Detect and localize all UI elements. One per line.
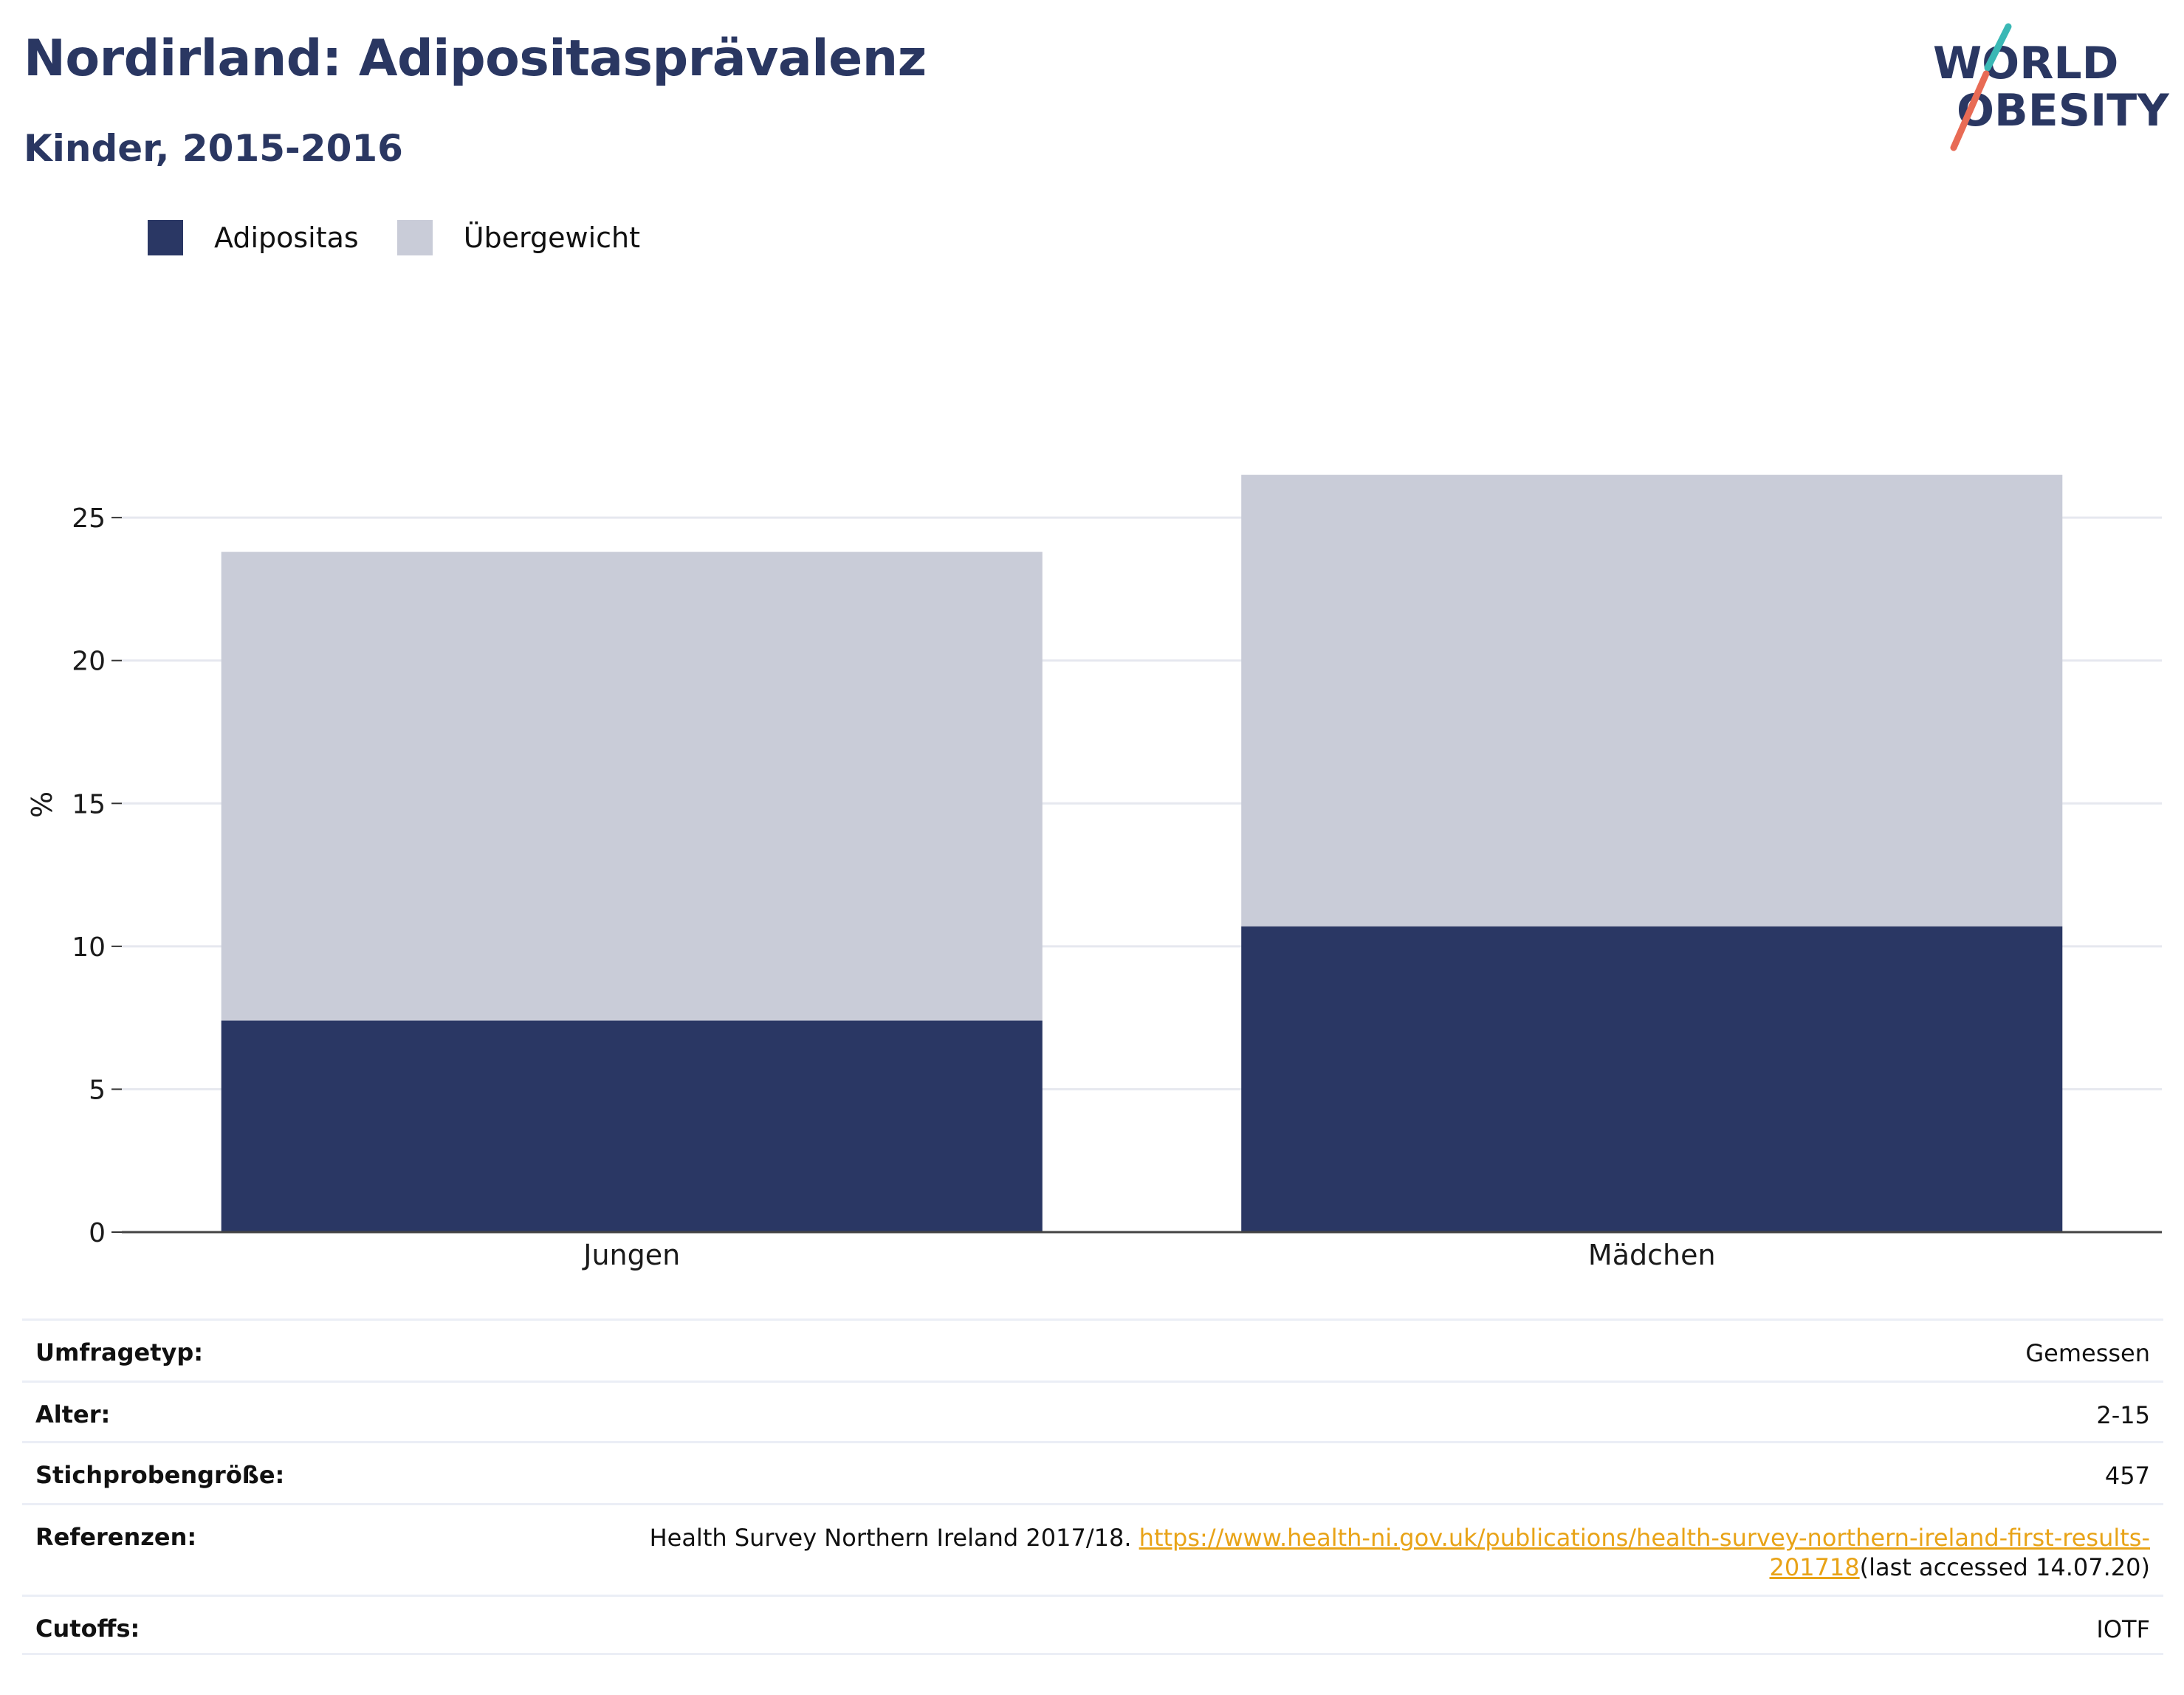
legend-label-adipositas: Adipositas xyxy=(214,221,359,254)
page-subtitle: Kinder, 2015-2016 xyxy=(24,127,403,170)
x-category-label: Jungen xyxy=(582,1239,680,1271)
y-tick-label: 10 xyxy=(72,932,106,963)
bar-uebergewicht[interactable] xyxy=(1241,475,2063,926)
logo-line2: OBESITY xyxy=(1957,85,2170,137)
y-tick-label: 20 xyxy=(72,647,106,677)
info-table: Umfragetyp: Gemessen Alter: 2-15 Stichpr… xyxy=(22,1318,2163,1655)
info-key: Cutoffs: xyxy=(35,1615,140,1643)
info-value: IOTF xyxy=(2096,1615,2150,1643)
page-title: Nordirland: Adipositasprävalenz xyxy=(24,30,927,88)
x-category-label: Mädchen xyxy=(1588,1239,1716,1271)
legend-item-adipositas[interactable]: Adipositas xyxy=(148,220,359,255)
world-obesity-logo: WORLD OBESITY xyxy=(1933,23,2170,151)
info-row-survey-type: Umfragetyp: Gemessen xyxy=(22,1318,2163,1381)
info-value: Health Survey Northern Ireland 2017/18. … xyxy=(644,1523,2150,1582)
info-value: 457 xyxy=(2104,1462,2150,1490)
info-key: Referenzen: xyxy=(35,1523,197,1551)
info-key: Alter: xyxy=(35,1400,111,1428)
logo-slash-teal xyxy=(1984,23,2012,72)
info-value: Gemessen xyxy=(2025,1339,2150,1367)
info-row-cutoffs: Cutoffs: IOTF xyxy=(22,1595,2163,1655)
logo-line1: WORLD xyxy=(1933,38,2118,89)
bar-chart: 0 5 10 15 20 25 Jungen Mädchen % xyxy=(26,475,2162,1271)
y-tick-label: 15 xyxy=(72,789,106,819)
reference-link[interactable]: https://www.health-ni.gov.uk/publication… xyxy=(1139,1524,2150,1581)
bars xyxy=(122,475,2162,1234)
legend-item-uebergewicht[interactable]: Übergewicht xyxy=(396,220,640,255)
y-tick-label: 5 xyxy=(89,1075,106,1105)
info-value: 2-15 xyxy=(2096,1401,2150,1429)
reference-text: Health Survey Northern Ireland 2017/18. xyxy=(649,1524,1139,1552)
x-axis-labels: Jungen Mädchen xyxy=(582,1239,1715,1271)
info-key: Stichprobengröße: xyxy=(35,1461,285,1489)
reference-suffix: (last accessed 14.07.20) xyxy=(1859,1553,2150,1581)
y-axis-ticks: 0 5 10 15 20 25 xyxy=(72,503,122,1248)
legend-swatch-adipositas xyxy=(148,220,183,255)
bar-adipositas[interactable] xyxy=(221,1020,1043,1232)
y-tick-label: 0 xyxy=(89,1218,106,1248)
info-row-references: Referenzen: Health Survey Northern Irela… xyxy=(22,1503,2163,1595)
info-row-age: Alter: 2-15 xyxy=(22,1381,2163,1441)
logo-slash-coral xyxy=(1950,70,1990,151)
chart-legend: Adipositas Übergewicht xyxy=(148,220,679,255)
y-tick-label: 25 xyxy=(72,503,106,534)
bar-uebergewicht[interactable] xyxy=(221,551,1043,1021)
bar-adipositas[interactable] xyxy=(1241,926,2063,1232)
legend-swatch-uebergewicht xyxy=(396,220,433,255)
y-axis-label: % xyxy=(26,791,58,818)
info-key: Umfragetyp: xyxy=(35,1338,204,1366)
info-row-sample-size: Stichprobengröße: 457 xyxy=(22,1441,2163,1503)
legend-label-uebergewicht: Übergewicht xyxy=(463,221,640,254)
